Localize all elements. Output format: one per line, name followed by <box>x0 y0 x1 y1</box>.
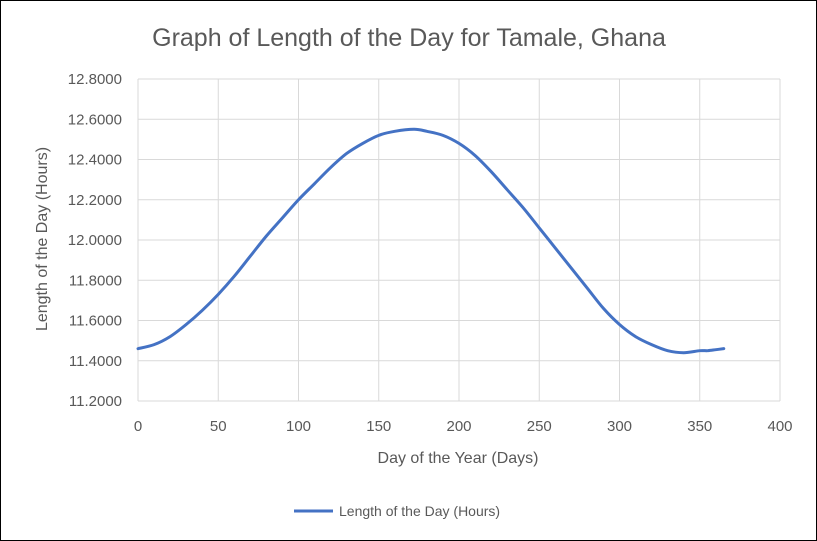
x-tick-label: 0 <box>134 418 142 435</box>
y-tick-label: 12.8000 <box>68 71 122 88</box>
legend-label: Length of the Day (Hours) <box>339 503 500 519</box>
x-tick-label: 50 <box>210 418 227 435</box>
chart-title: Graph of Length of the Day for Tamale, G… <box>152 24 666 52</box>
y-tick-label: 11.2000 <box>69 393 122 410</box>
gridlines <box>137 78 781 402</box>
x-tick-label: 200 <box>446 418 471 435</box>
y-tick-label: 11.4000 <box>69 353 122 370</box>
legend: Length of the Day (Hours) <box>294 503 500 519</box>
x-tick-label: 250 <box>527 418 552 435</box>
x-tick-label: 300 <box>607 418 632 435</box>
series-line-length-of-day <box>136 127 726 355</box>
y-tick-label: 12.6000 <box>68 111 122 128</box>
x-axis-title: Day of the Year (Days) <box>378 450 539 467</box>
y-axis-tick-labels: 11.2000 11.4000 11.6000 11.8000 12.0000 12.20… <box>68 71 122 410</box>
x-tick-label: 350 <box>687 418 712 435</box>
y-tick-label: 12.2000 <box>68 192 122 209</box>
x-axis-tick-labels: 0 50 100 150 200 250 300 350 400 <box>134 418 793 435</box>
y-tick-label: 12.4000 <box>68 152 122 169</box>
x-tick-label: 100 <box>286 418 311 435</box>
x-tick-label: 400 <box>767 418 792 435</box>
y-tick-label: 12.0000 <box>68 232 122 249</box>
y-axis-title: Length of the Day (Hours) <box>34 147 51 331</box>
y-tick-label: 11.6000 <box>69 313 122 330</box>
y-tick-label: 11.8000 <box>69 272 122 289</box>
x-tick-label: 150 <box>366 418 391 435</box>
